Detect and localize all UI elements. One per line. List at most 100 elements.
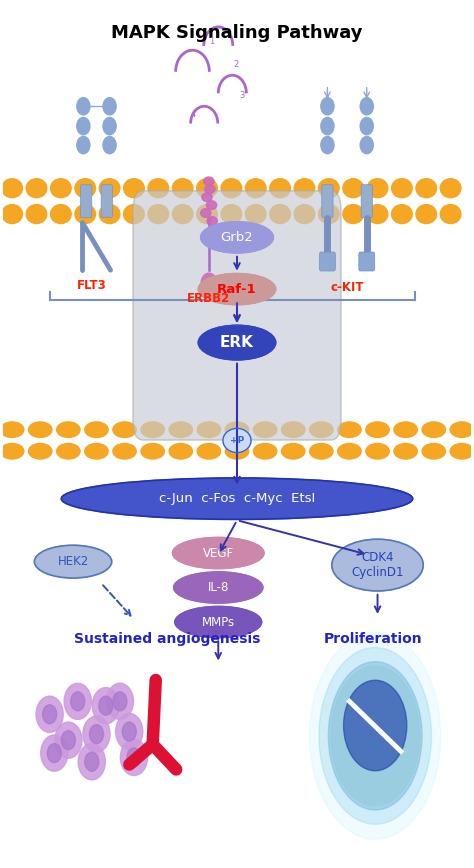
Ellipse shape bbox=[205, 185, 215, 194]
Ellipse shape bbox=[0, 444, 24, 459]
Ellipse shape bbox=[28, 444, 52, 459]
Ellipse shape bbox=[127, 748, 141, 767]
Ellipse shape bbox=[246, 179, 266, 198]
Ellipse shape bbox=[148, 205, 169, 224]
Text: c-Jun  c-Fos  c-Myc  EtsI: c-Jun c-Fos c-Myc EtsI bbox=[159, 492, 315, 505]
Ellipse shape bbox=[221, 179, 242, 198]
Text: Sustained angiogenesis: Sustained angiogenesis bbox=[73, 633, 260, 647]
Ellipse shape bbox=[141, 422, 164, 437]
FancyBboxPatch shape bbox=[81, 185, 92, 218]
Ellipse shape bbox=[204, 177, 214, 186]
Ellipse shape bbox=[51, 179, 71, 198]
Ellipse shape bbox=[254, 444, 277, 459]
Ellipse shape bbox=[103, 97, 116, 115]
Ellipse shape bbox=[319, 205, 339, 224]
Text: HEK2: HEK2 bbox=[57, 556, 89, 569]
Ellipse shape bbox=[47, 744, 61, 763]
Ellipse shape bbox=[75, 179, 96, 198]
Ellipse shape bbox=[416, 179, 437, 198]
Ellipse shape bbox=[366, 422, 389, 437]
Ellipse shape bbox=[99, 179, 120, 198]
Ellipse shape bbox=[113, 444, 137, 459]
Ellipse shape bbox=[422, 444, 446, 459]
FancyBboxPatch shape bbox=[359, 252, 375, 271]
Ellipse shape bbox=[344, 681, 407, 771]
Ellipse shape bbox=[77, 117, 90, 135]
Ellipse shape bbox=[77, 136, 90, 154]
Ellipse shape bbox=[173, 205, 193, 224]
Ellipse shape bbox=[85, 753, 99, 771]
Ellipse shape bbox=[392, 179, 412, 198]
Ellipse shape bbox=[321, 136, 334, 154]
Ellipse shape bbox=[197, 179, 217, 198]
Ellipse shape bbox=[41, 735, 68, 771]
Ellipse shape bbox=[440, 205, 461, 224]
Ellipse shape bbox=[198, 326, 276, 360]
Text: 2: 2 bbox=[233, 61, 238, 69]
Text: MMPs: MMPs bbox=[202, 615, 235, 628]
Ellipse shape bbox=[106, 683, 134, 720]
Ellipse shape bbox=[367, 179, 388, 198]
Ellipse shape bbox=[332, 539, 423, 591]
Ellipse shape bbox=[337, 444, 361, 459]
Ellipse shape bbox=[71, 692, 85, 711]
Ellipse shape bbox=[206, 201, 217, 209]
Ellipse shape bbox=[343, 179, 364, 198]
FancyBboxPatch shape bbox=[319, 252, 336, 271]
Ellipse shape bbox=[328, 661, 422, 810]
Ellipse shape bbox=[450, 444, 474, 459]
Ellipse shape bbox=[99, 205, 120, 224]
Ellipse shape bbox=[83, 716, 110, 753]
Ellipse shape bbox=[201, 273, 217, 293]
Ellipse shape bbox=[148, 179, 169, 198]
Text: 3: 3 bbox=[239, 90, 245, 100]
Ellipse shape bbox=[422, 422, 446, 437]
Text: ERK: ERK bbox=[220, 335, 254, 350]
Ellipse shape bbox=[337, 422, 361, 437]
Text: Grb2: Grb2 bbox=[220, 231, 254, 244]
Ellipse shape bbox=[321, 97, 334, 115]
Ellipse shape bbox=[310, 422, 333, 437]
Text: Raf-1: Raf-1 bbox=[217, 283, 257, 296]
Text: c-KIT: c-KIT bbox=[330, 281, 364, 294]
Text: +P: +P bbox=[230, 436, 244, 445]
Text: MAPK Signaling Pathway: MAPK Signaling Pathway bbox=[111, 24, 363, 43]
Ellipse shape bbox=[169, 444, 192, 459]
Ellipse shape bbox=[103, 117, 116, 135]
Text: 4: 4 bbox=[190, 110, 195, 120]
Ellipse shape bbox=[360, 97, 374, 115]
Text: VEGF: VEGF bbox=[203, 547, 234, 560]
Ellipse shape bbox=[321, 117, 334, 135]
Ellipse shape bbox=[173, 537, 264, 569]
Ellipse shape bbox=[120, 740, 147, 775]
Ellipse shape bbox=[197, 444, 220, 459]
Ellipse shape bbox=[92, 687, 119, 724]
Ellipse shape bbox=[440, 179, 461, 198]
Ellipse shape bbox=[2, 179, 22, 198]
Ellipse shape bbox=[201, 222, 273, 253]
Ellipse shape bbox=[55, 722, 82, 759]
Ellipse shape bbox=[116, 713, 143, 750]
Ellipse shape bbox=[392, 205, 412, 224]
Ellipse shape bbox=[169, 422, 192, 437]
Ellipse shape bbox=[61, 478, 413, 519]
Ellipse shape bbox=[319, 179, 339, 198]
Ellipse shape bbox=[26, 205, 47, 224]
Ellipse shape bbox=[122, 722, 137, 741]
Ellipse shape bbox=[394, 422, 417, 437]
Ellipse shape bbox=[450, 422, 474, 437]
Ellipse shape bbox=[360, 117, 374, 135]
Ellipse shape bbox=[270, 205, 291, 224]
Ellipse shape bbox=[99, 696, 113, 715]
Ellipse shape bbox=[75, 205, 96, 224]
Ellipse shape bbox=[28, 422, 52, 437]
Ellipse shape bbox=[343, 205, 364, 224]
Ellipse shape bbox=[246, 205, 266, 224]
Ellipse shape bbox=[26, 179, 47, 198]
Ellipse shape bbox=[282, 444, 305, 459]
Ellipse shape bbox=[294, 179, 315, 198]
Ellipse shape bbox=[36, 696, 63, 733]
FancyBboxPatch shape bbox=[361, 185, 373, 218]
Ellipse shape bbox=[64, 683, 91, 720]
Ellipse shape bbox=[103, 136, 116, 154]
